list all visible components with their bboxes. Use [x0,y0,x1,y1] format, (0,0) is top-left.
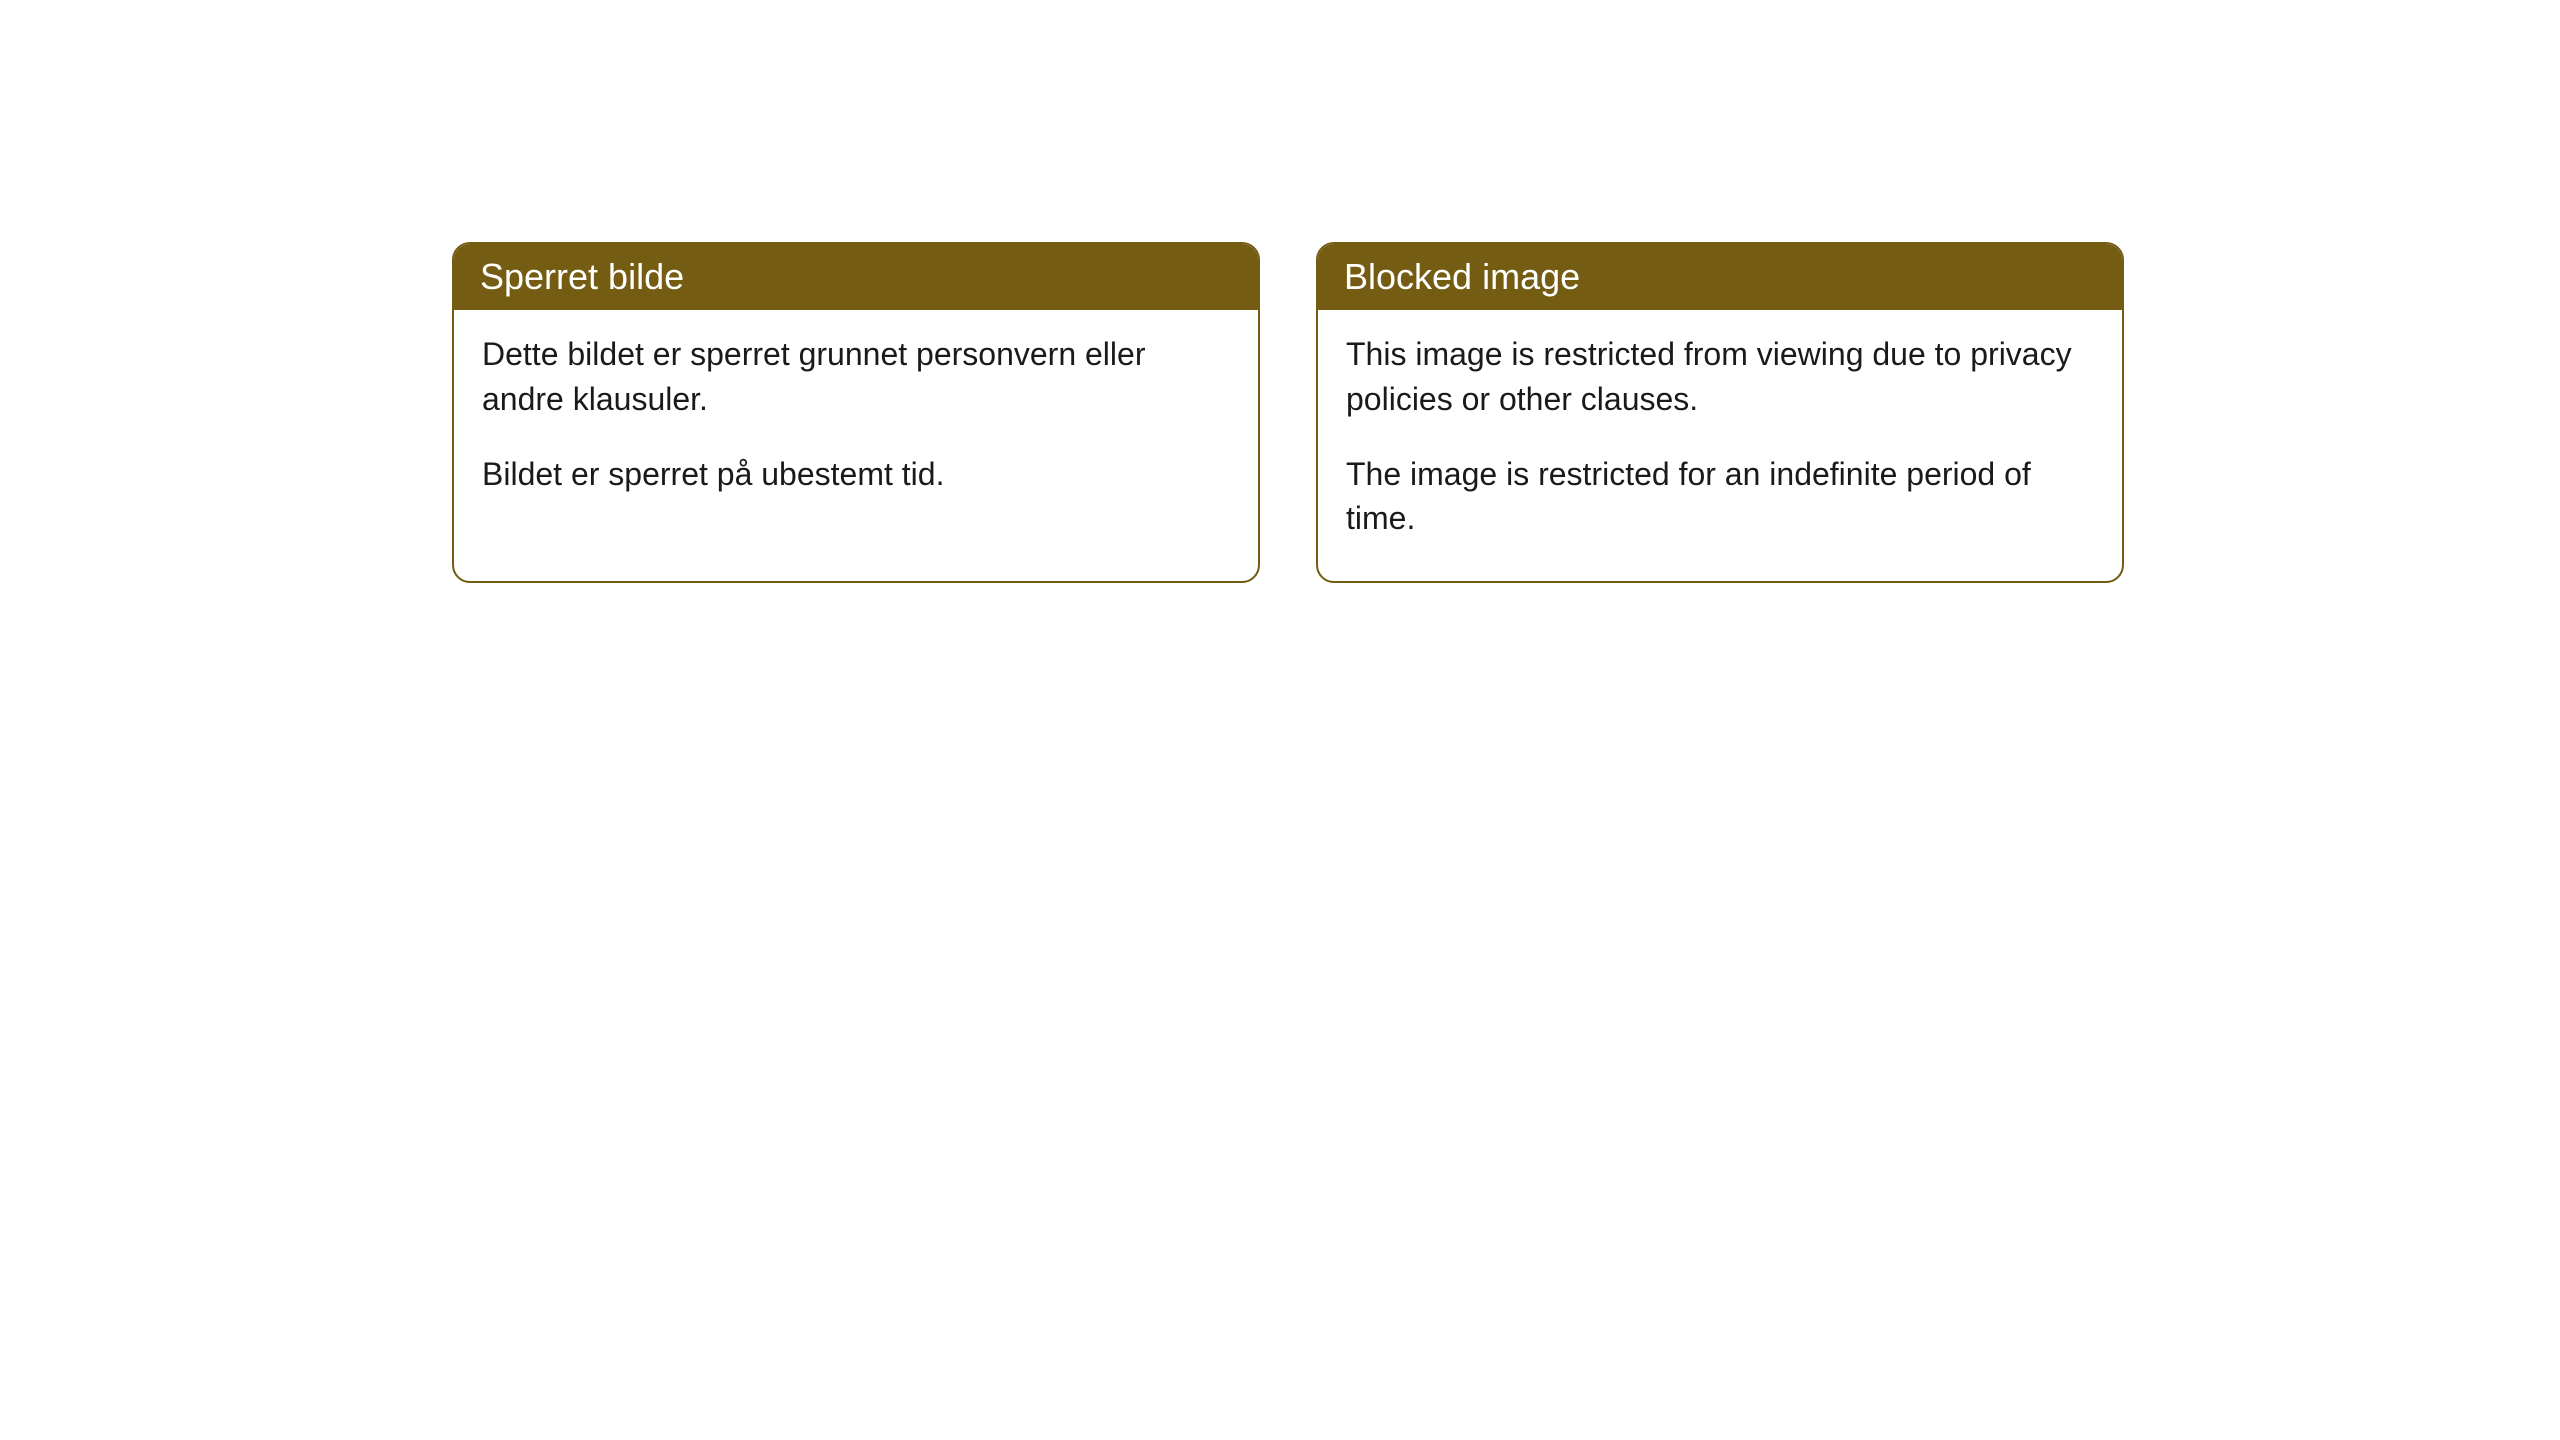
card-paragraph: The image is restricted for an indefinit… [1346,452,2094,542]
blocked-image-card-en: Blocked image This image is restricted f… [1316,242,2124,583]
card-body: Dette bildet er sperret grunnet personve… [454,310,1258,536]
cards-container: Sperret bilde Dette bildet er sperret gr… [452,242,2124,583]
card-header: Sperret bilde [454,244,1258,310]
card-paragraph: Bildet er sperret på ubestemt tid. [482,452,1230,497]
card-title: Sperret bilde [480,256,684,297]
card-body: This image is restricted from viewing du… [1318,310,2122,581]
card-title: Blocked image [1344,256,1580,297]
blocked-image-card-no: Sperret bilde Dette bildet er sperret gr… [452,242,1260,583]
card-header: Blocked image [1318,244,2122,310]
card-paragraph: Dette bildet er sperret grunnet personve… [482,332,1230,422]
card-paragraph: This image is restricted from viewing du… [1346,332,2094,422]
